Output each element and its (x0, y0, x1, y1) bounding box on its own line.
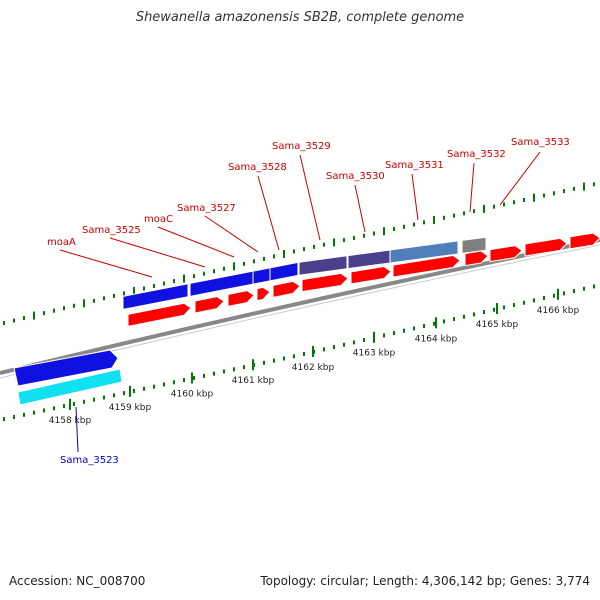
cds-arrow-Sama_3528[interactable] (272, 280, 301, 299)
gene-label-leader (354, 184, 366, 233)
cds-arrow-moaA[interactable] (127, 302, 192, 328)
gene-box-moaA[interactable] (122, 283, 189, 311)
cds-arrow-Sama_3530[interactable] (350, 266, 392, 285)
topology-value: circular (320, 574, 365, 588)
genes-value: 3,774 (555, 574, 590, 588)
cds-arrow-edge[interactable] (569, 232, 600, 250)
gene-label[interactable]: Sama_3528 (228, 162, 287, 173)
gene-label-leader (59, 249, 153, 278)
cds-arrow-Sama_3532[interactable] (464, 250, 489, 267)
gene-label[interactable]: Sama_3527 (177, 203, 236, 214)
gene-label[interactable]: Sama_3525 (82, 225, 141, 236)
cds-arrow-next[interactable] (524, 237, 568, 257)
kbp-label: 4159 kbp (109, 403, 152, 413)
gene-label-leader (257, 175, 280, 251)
gene-label[interactable]: Sama_3523 (60, 455, 119, 466)
kbp-label: 4158 kbp (49, 416, 92, 426)
gene-label[interactable]: Sama_3532 (447, 149, 506, 160)
kbp-label: 4164 kbp (415, 334, 458, 344)
kbp-label: 4161 kbp (232, 376, 275, 386)
gene-box-Sama_3527[interactable] (252, 267, 271, 285)
gene-box-Sama_3532[interactable] (461, 236, 487, 254)
cds-arrow-Sama_3527[interactable] (256, 286, 271, 302)
kbp-label: 4165 kbp (476, 320, 519, 330)
genome-title: Shewanella amazonensis SB2B, complete ge… (135, 10, 465, 25)
gene-label-leader (109, 237, 206, 268)
gene-label[interactable]: moaA (47, 237, 76, 248)
gene-label-leader (299, 154, 321, 241)
gene-label-leader (469, 162, 475, 213)
gene-label-leader (75, 406, 79, 453)
accession-text: Accession: NC_008700 (9, 574, 145, 588)
gene-label[interactable]: Sama_3533 (511, 137, 570, 148)
gene-label[interactable]: moaC (144, 214, 173, 225)
kbp-label: 4162 kbp (292, 363, 335, 373)
gene-label-leader (204, 215, 259, 253)
cds-arrow-Sama_3529[interactable] (301, 272, 349, 293)
cds-arrow-Sama_3531[interactable] (392, 254, 461, 278)
gene-label[interactable]: Sama_3530 (326, 171, 385, 182)
gene-box-Sama_3530[interactable] (347, 249, 391, 270)
cds-arrow-Sama_3525[interactable] (194, 296, 225, 314)
kbp-label: 4163 kbp (353, 349, 396, 359)
length-value: 4,306,142 bp (421, 574, 502, 588)
topology-label: Topology: (260, 574, 317, 588)
accession-value: NC_008700 (76, 574, 146, 588)
gene-label-leader (499, 151, 541, 206)
gene-label-leader (411, 173, 419, 221)
gene-label-leader (157, 226, 235, 258)
gene-box-Sama_3531[interactable] (389, 240, 459, 264)
gene-label[interactable]: Sama_3529 (272, 141, 331, 152)
genome-backbone (0, 238, 600, 375)
cds-arrow-moaC[interactable] (227, 290, 255, 308)
kbp-label: 4160 kbp (171, 389, 214, 399)
gene-box-Sama_3529[interactable] (298, 255, 348, 276)
gene-box-Sama_3523[interactable] (17, 368, 123, 406)
accession-label: Accession: (9, 574, 73, 588)
gene-box-left-blue[interactable] (13, 349, 119, 387)
genome-summary: Topology: circular; Length: 4,306,142 bp… (260, 574, 590, 588)
genes-label: Genes: (509, 574, 552, 588)
kbp-label: 4166 kbp (537, 306, 580, 316)
gene-box-Sama_3528[interactable] (269, 261, 299, 282)
cds-arrow-Sama_3533[interactable] (489, 245, 523, 263)
length-label: Length: (372, 574, 419, 588)
gene-label[interactable]: Sama_3531 (385, 160, 444, 171)
